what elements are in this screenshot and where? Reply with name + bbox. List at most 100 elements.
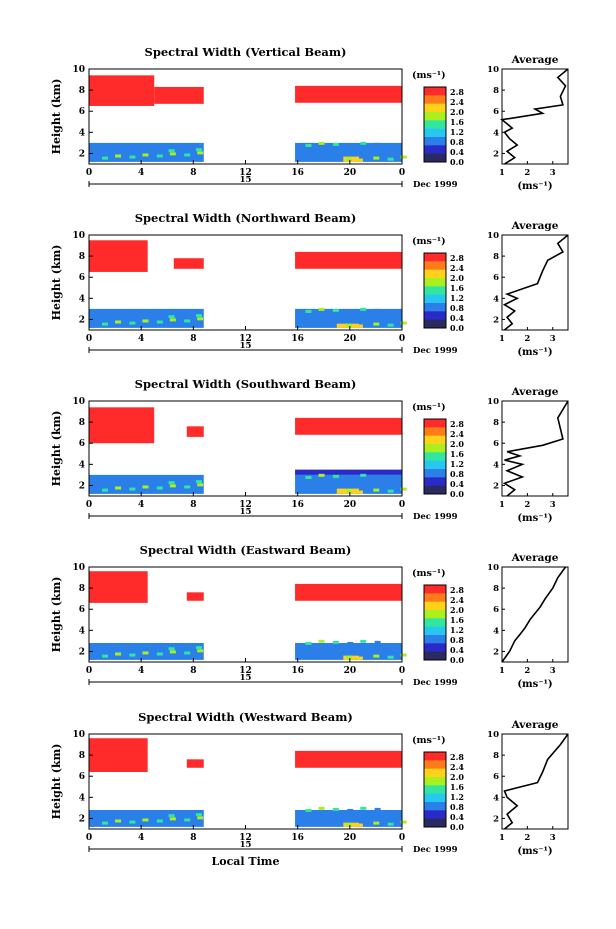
- heatmap-speckle: [360, 473, 367, 477]
- colorbar-segment: [424, 810, 446, 820]
- colorbar-tick-label: 2.4: [450, 429, 464, 439]
- x-tick-label: 20: [344, 833, 357, 843]
- heatmap-speckle: [100, 319, 107, 323]
- panel-title: Spectral Width (Eastward Beam): [140, 543, 352, 557]
- colorbar-tick-label: 0.8: [450, 802, 464, 812]
- panel-3: Spectral Width (Southward Beam)108642Hei…: [50, 377, 569, 524]
- y-axis-label: Height (km): [50, 411, 63, 487]
- avg-x-tick-label: 2: [524, 500, 530, 510]
- colorbar-segment: [424, 760, 446, 770]
- heatmap-cell: [295, 750, 402, 768]
- avg-x-label: (ms⁻¹): [517, 347, 552, 358]
- heatmap-speckle: [142, 651, 149, 655]
- colorbar-frame: [423, 86, 447, 163]
- heatmap-speckle: [184, 651, 191, 655]
- x-tick-label: 12: [239, 500, 252, 510]
- panel-2: Spectral Width (Northward Beam)108642Hei…: [50, 211, 569, 358]
- heatmap-cell: [89, 407, 155, 444]
- colorbar-tick-label: 0.4: [450, 645, 464, 655]
- heatmap-speckle: [319, 643, 326, 646]
- colorbar-segment: [424, 635, 446, 644]
- heatmap-speckle: [345, 323, 352, 327]
- colorbar-tick-label: 1.2: [450, 792, 464, 802]
- heatmap-speckle: [400, 653, 407, 657]
- heatmap-cell: [295, 251, 402, 269]
- x-tick-label: 0: [86, 666, 92, 676]
- heatmap-speckle: [347, 641, 354, 645]
- heatmap-cell: [295, 469, 402, 475]
- date-label: Dec 1999: [413, 512, 458, 522]
- heatmap-cell: [89, 571, 148, 603]
- y-tick-label: 6: [79, 273, 85, 283]
- y-tick-label: 6: [79, 772, 85, 782]
- day-label: 15: [240, 673, 252, 683]
- heatmap-speckle: [360, 307, 367, 311]
- heatmap-speckle: [197, 649, 204, 653]
- heatmap-speckle: [345, 157, 352, 161]
- avg-y-tick-label: 6: [493, 107, 499, 117]
- avg-title: Average: [511, 54, 559, 66]
- heatmap-cell: [343, 655, 363, 660]
- colorbar-segment: [424, 87, 446, 96]
- avg-title: Average: [511, 552, 559, 564]
- heatmap-speckle: [360, 141, 367, 145]
- panel-5: Spectral Width (Westward Beam)108642Heig…: [50, 710, 569, 868]
- colorbar-segment: [424, 485, 446, 495]
- x-axis-label: Local Time: [212, 855, 280, 868]
- heatmap-speckle: [374, 640, 381, 644]
- avg-y-tick-label: 4: [493, 460, 499, 470]
- x-tick-label: 20: [344, 500, 357, 510]
- avg-profile-line: [503, 733, 569, 830]
- heatmap-speckle: [128, 817, 135, 821]
- heatmap-speckle: [305, 641, 312, 645]
- y-axis-label: Height (km): [50, 79, 63, 155]
- heatmap-speckle: [195, 813, 202, 817]
- colorbar-tick-label: 1.6: [450, 283, 464, 293]
- day-label: 15: [240, 507, 252, 517]
- heatmap-speckle: [155, 816, 162, 820]
- heatmap-speckle: [358, 653, 365, 657]
- heatmap-speckle: [182, 815, 189, 819]
- x-tick-label: 16: [291, 833, 304, 843]
- x-tick-label: 12: [239, 334, 252, 344]
- colorbar-segment: [424, 303, 446, 312]
- date-label: Dec 1999: [413, 845, 458, 855]
- heatmap-speckle: [319, 145, 326, 148]
- x-tick-label: 0: [86, 168, 92, 178]
- x-tick-label: 12: [239, 833, 252, 843]
- avg-y-tick-label: 2: [493, 149, 499, 159]
- heatmap-speckle: [102, 156, 109, 160]
- day-label: 15: [240, 840, 252, 850]
- colorbar-segment: [424, 286, 446, 296]
- y-tick-label: 2: [79, 647, 85, 657]
- x-tick-label: 8: [190, 833, 196, 843]
- avg-profile-line: [501, 566, 567, 663]
- x-tick-label: 16: [291, 334, 304, 344]
- heatmap-speckle: [373, 654, 380, 658]
- heatmap-cell: [295, 583, 402, 601]
- heatmap-speckle: [100, 651, 107, 655]
- heatmap-speckle: [197, 151, 204, 155]
- heatmap-speckle: [358, 487, 365, 491]
- y-axis-label: Height (km): [50, 245, 63, 321]
- heatmap-speckle: [169, 650, 176, 654]
- avg-profile-line: [500, 68, 569, 165]
- colorbar-segment: [424, 253, 446, 262]
- x-tick-label: 16: [291, 666, 304, 676]
- x-tick-label: 4: [138, 500, 144, 510]
- heatmap-speckle: [360, 806, 367, 810]
- colorbar-segment: [424, 294, 446, 304]
- heatmap-speckle: [169, 152, 176, 156]
- y-tick-label: 2: [79, 149, 85, 159]
- x-tick-label: 20: [344, 168, 357, 178]
- colorbar-tick-label: 2.8: [450, 752, 464, 762]
- x-tick-label: 0: [399, 168, 405, 178]
- avg-x-tick-label: 2: [524, 334, 530, 344]
- heatmap-speckle: [386, 819, 393, 823]
- heatmap-speckle: [360, 639, 367, 643]
- y-tick-label: 6: [79, 605, 85, 615]
- heatmap-speckle: [319, 477, 326, 480]
- colorbar-tick-label: 2.4: [450, 263, 464, 273]
- heatmap-speckle: [128, 152, 135, 156]
